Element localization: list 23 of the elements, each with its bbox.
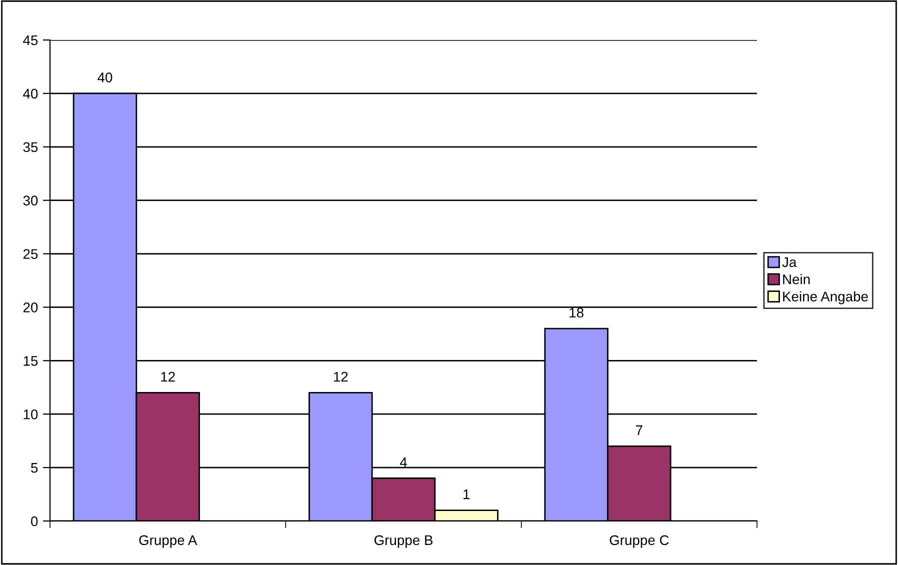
- data-label: 12: [161, 372, 175, 382]
- data-label: 40: [98, 72, 112, 82]
- data-label: 18: [570, 308, 584, 318]
- data-label: 12: [334, 372, 348, 382]
- data-label: 1: [464, 490, 470, 500]
- x-tick-label: Gruppe A: [139, 535, 198, 548]
- x-tick-label: Gruppe C: [610, 535, 669, 548]
- legend-label: Keine Angabe: [783, 291, 868, 304]
- x-tick-label: Gruppe B: [374, 535, 432, 548]
- y-tick-label: 0: [31, 516, 38, 526]
- data-label: 7: [636, 425, 642, 435]
- y-tick-label: 5: [31, 463, 38, 473]
- legend-label: Ja: [782, 257, 797, 268]
- y-tick-label: 10: [24, 409, 38, 420]
- y-tick-label: 25: [23, 249, 38, 259]
- y-tick-label: 35: [23, 142, 38, 152]
- y-tick-label: 45: [23, 35, 38, 46]
- legend-label: Nein: [783, 274, 810, 284]
- y-tick-label: 20: [23, 302, 38, 312]
- data-label: 4: [400, 457, 407, 468]
- y-tick-label: 40: [23, 88, 38, 99]
- y-tick-label: 15: [24, 356, 38, 366]
- y-tick-label: 30: [23, 196, 38, 206]
